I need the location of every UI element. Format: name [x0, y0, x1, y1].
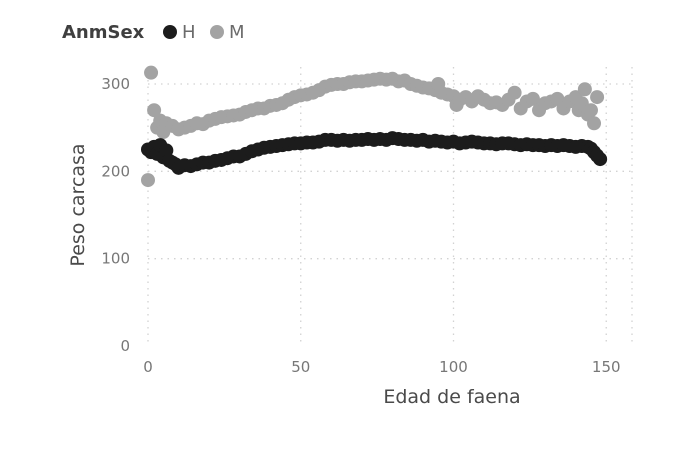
legend-marker-h [163, 25, 177, 39]
legend-label-h: H [182, 22, 196, 43]
data-point-m [147, 103, 162, 118]
data-point-m [141, 173, 155, 188]
legend-title: AnmSex [62, 22, 145, 43]
legend-label-m: M [229, 22, 245, 43]
data-point-h [593, 152, 608, 167]
data-point-m [507, 85, 522, 100]
data-points [141, 65, 608, 188]
x-tick-label: 0 [143, 358, 153, 376]
x-axis-ticks: 0 50 100 150 [143, 358, 620, 376]
data-point-m [525, 91, 540, 106]
data-point-m [577, 82, 592, 97]
data-point-m [583, 103, 598, 118]
y-axis-title: Peso carcasa [67, 143, 89, 266]
data-point-m [144, 65, 159, 80]
x-tick-label: 50 [291, 358, 310, 376]
data-point-m [587, 116, 602, 131]
legend-marker-m [210, 25, 224, 39]
y-tick-label: 200 [101, 162, 130, 180]
y-tick-label: 100 [101, 250, 130, 268]
data-point-m [590, 90, 605, 105]
y-tick-label: 300 [101, 75, 130, 93]
x-tick-label: 100 [439, 358, 468, 376]
x-tick-label: 150 [592, 358, 621, 376]
x-axis-title: Edad de faena [383, 386, 520, 408]
y-tick-label: 0 [120, 337, 130, 355]
y-axis-ticks: 0 100 200 300 [101, 75, 130, 355]
